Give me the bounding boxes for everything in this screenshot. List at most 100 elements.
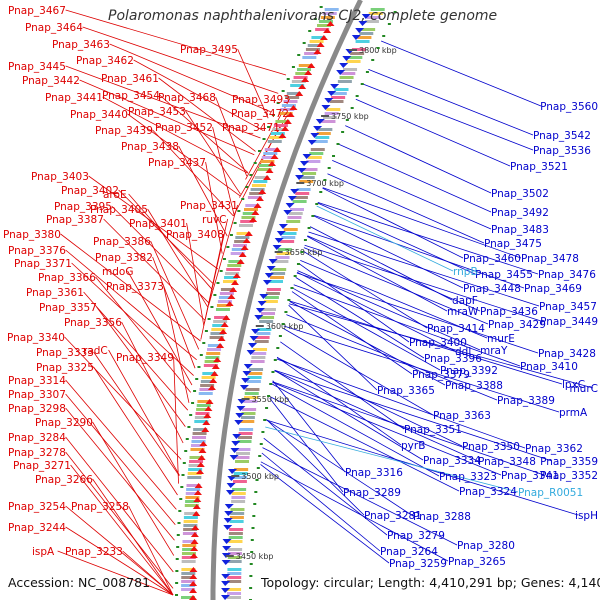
reverse-gene-arrow [237,399,247,404]
reverse-gene-connector [309,226,453,301]
ruler-label: 3450 kbp [236,552,274,561]
feature-band [214,316,229,319]
feature-band [355,40,370,43]
reverse-gene-connector [304,244,542,322]
forward-gene-arrow [193,490,202,495]
feature-band [239,428,254,431]
reverse-gene-arrow [336,70,346,75]
feature-band [181,588,196,591]
forward-gene-label: Pnap_3403 [31,171,89,183]
forward-gene-arrow [189,553,198,558]
forward-gene-label: Pnap_3356 [64,317,122,329]
reverse-gene-arrow [278,224,288,229]
tick-mark [355,95,359,97]
feature-band [324,112,339,115]
reverse-gene-arrow [295,175,305,180]
gene-arrows [189,14,371,600]
reverse-gene-arrow [235,413,245,418]
reverse-gene-arrow [315,119,325,124]
forward-gene-connector [102,96,248,174]
tick-mark [199,354,203,356]
tick-mark [258,455,262,457]
feature-band [188,468,203,471]
feature-band [253,180,268,183]
feature-band [307,44,322,47]
feature-band [187,476,202,479]
reverse-gene-connector [276,357,463,447]
reverse-gene-arrow [310,133,320,138]
feature-band [307,156,322,159]
reverse-gene-arrow [230,448,240,453]
reverse-gene-arrow [221,588,231,593]
feature-band [238,436,253,439]
forward-gene-arrow [196,462,205,467]
forward-gene-arrow [258,189,267,194]
feature-band [238,224,253,227]
reverse-gene-label: Pnap_3265 [448,556,506,568]
reverse-gene-arrow [287,196,297,201]
reverse-gene-label: Pnap_3457 [539,301,597,313]
reverse-gene-arrow [262,280,272,285]
forward-gene-connector [93,351,180,477]
forward-gene-arrow [238,252,247,257]
feature-band [227,560,242,563]
feature-band [329,100,344,103]
forward-gene-arrow [301,77,310,82]
feature-band [200,384,215,387]
forward-gene-label: Pnap_3471 [222,122,280,134]
feature-band [210,332,225,335]
forward-gene-label: Pnap_3298 [8,403,66,415]
feature-band [264,148,279,151]
feature-band [293,76,308,79]
reverse-gene-arrow [361,14,371,19]
reverse-gene-arrow [290,189,300,194]
feature-band [322,12,337,15]
reverse-gene-arrow [229,455,239,460]
feature-band [268,280,283,283]
feature-band [183,520,198,523]
reverse-gene-label: Pnap_3455 [475,269,533,281]
feature-band [196,404,211,407]
feature-band [272,128,287,131]
forward-gene-arrow [192,511,201,516]
reverse-gene-connector [280,341,405,430]
map-title: Polaromonas naphthalenivorans CJ2, compl… [108,8,498,24]
tick-mark [249,174,253,176]
forward-gene-label: Pnap_3408 [166,229,224,241]
reverse-gene-arrow [297,168,307,173]
forward-gene-connector [65,505,174,596]
reverse-gene-label: Pnap_3362 [525,443,583,455]
feature-band [193,428,208,431]
forward-gene-arrow [220,322,229,327]
feature-band [227,264,242,267]
feature-band [249,368,264,371]
tick-mark [204,330,208,332]
forward-gene-label: Pnap_3373 [106,281,164,293]
reverse-gene-connector [380,40,542,107]
tick-mark [176,546,180,548]
tick-mark [287,299,291,301]
forward-gene-arrow [204,406,213,411]
forward-gene-arrow [263,175,272,180]
feature-band [305,48,320,51]
feature-band [270,276,285,279]
tick-mark [256,467,260,469]
feature-band [276,252,291,255]
feature-band [182,544,197,547]
forward-gene-label: Pnap_3278 [8,447,66,459]
forward-gene-label: Pnap_3439 [95,125,153,137]
forward-gene-connector [93,366,178,496]
feature-band [261,308,276,311]
reverse-gene-connector [260,464,390,564]
feature-band [364,20,379,23]
feature-band [227,576,242,579]
reverse-gene-arrow [355,28,365,33]
reverse-gene-connector [322,187,522,259]
tick-mark [176,534,180,536]
feature-band [232,244,247,247]
feature-band [304,52,319,55]
reverse-gene-connector [338,143,492,213]
forward-gene-arrow [189,581,198,586]
feature-band [350,52,365,55]
forward-gene-arrow [213,357,222,362]
